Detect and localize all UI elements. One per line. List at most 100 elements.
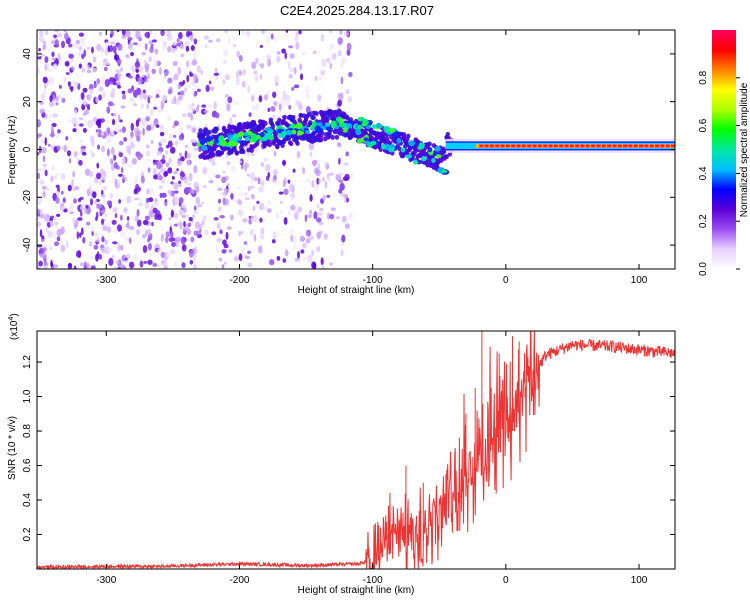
spectrogram-cell	[345, 89, 350, 95]
spectrogram-cell	[381, 143, 387, 150]
spectrogram-cell	[41, 235, 45, 240]
spectrogram-cell	[37, 266, 41, 269]
spectrogram-cell	[224, 94, 230, 98]
spectrogram-cell	[117, 179, 121, 186]
spectrogram-cell	[164, 69, 170, 76]
spectrogram-cell	[173, 182, 179, 190]
spectrogram-cell	[149, 211, 154, 218]
spectrogram-cell	[176, 221, 183, 227]
spectrogram-x-tick-label: 100	[631, 275, 648, 286]
spectrogram-cell	[258, 63, 262, 67]
spectrogram-cell	[202, 166, 208, 175]
spectrogram-cell	[127, 147, 131, 156]
spectrogram-cell	[54, 241, 60, 247]
spectrogram-cell	[226, 226, 232, 230]
spectrogram-cell	[186, 186, 192, 193]
spectrogram-cell	[221, 249, 227, 254]
spectrogram-cell	[176, 160, 183, 166]
snr-multiplier-base: (x10	[9, 320, 20, 340]
spectrogram-cell	[139, 197, 143, 205]
spectrogram-cell	[294, 66, 297, 75]
spectrogram-cell	[137, 153, 142, 161]
spectrogram-cell	[192, 139, 198, 143]
spectrogram-cell	[232, 44, 237, 47]
spectrogram-cell	[68, 43, 73, 48]
spectrogram-cell	[247, 186, 251, 192]
spectrogram-cell	[320, 257, 324, 266]
spectrogram-cell	[135, 119, 140, 128]
spectrogram-cell	[193, 75, 199, 84]
spectrogram-cell	[291, 86, 295, 91]
colorbar-tick-label: 0.2	[698, 214, 709, 228]
spectrogram-cell	[80, 92, 85, 100]
spectrogram-cell	[218, 257, 223, 262]
spectrogram-cell	[94, 199, 98, 205]
spectrogram-cell	[133, 188, 138, 194]
spectrogram-cell	[142, 234, 146, 239]
spectrogram-cell	[130, 122, 134, 132]
spectrogram-x-tick-label: -300	[96, 275, 116, 286]
spectrogram-cell	[405, 154, 413, 159]
spectrogram-cell	[165, 236, 169, 244]
spectrogram-cell	[172, 124, 176, 129]
spectrogram-cell	[186, 74, 190, 83]
spectrogram-cell	[153, 167, 157, 176]
spectrogram-cell	[281, 160, 287, 166]
spectrogram-x-label: Height of straight line (km)	[298, 285, 415, 296]
spectrogram-cell	[122, 94, 127, 100]
snr-y-tick-label: 0.4	[22, 493, 33, 507]
spectrogram-cell	[75, 39, 81, 45]
spectrogram-cell	[114, 127, 120, 133]
spectrogram-cell	[82, 87, 88, 93]
tone-core	[500, 144, 505, 148]
spectrogram-cell	[245, 30, 251, 37]
spectrogram-cell	[153, 174, 159, 180]
spectrogram-cell	[289, 67, 295, 73]
spectrogram-cell	[282, 258, 287, 263]
spectrogram-cell	[101, 232, 104, 237]
spectrogram-cell	[230, 214, 234, 221]
spectrogram-cell	[135, 174, 138, 182]
spectrogram-cell	[113, 111, 117, 119]
spectrogram-cell	[193, 38, 198, 45]
spectrogram-cell	[110, 146, 115, 155]
spectrogram-cell	[289, 228, 293, 234]
spectrogram-cell	[91, 227, 95, 232]
spectrogram-cell	[140, 103, 144, 109]
spectrogram-cell	[222, 197, 226, 206]
spectrogram-cell	[324, 122, 331, 127]
spectrogram-cell	[343, 162, 349, 166]
spectrogram-cell	[95, 216, 98, 222]
spectrogram-cell	[221, 264, 225, 269]
spectrogram-cell	[54, 175, 58, 179]
spectrogram-cell	[271, 239, 276, 244]
spectrogram-cell	[41, 147, 47, 154]
spectrogram-cell	[178, 183, 182, 188]
tone-core	[665, 144, 670, 148]
spectrogram-cell	[257, 177, 261, 185]
spectrogram-cell	[219, 214, 225, 219]
spectrogram-cell	[106, 135, 112, 144]
spectrogram-cell	[57, 32, 63, 38]
spectrogram-cell	[260, 161, 265, 167]
spectrogram-cell	[98, 253, 103, 260]
spectrogram-cell	[138, 65, 144, 73]
spectrogram-cell	[65, 136, 69, 141]
spectrogram-cell	[283, 188, 289, 196]
colorbar: 0.0 0.2 0.4 0.6 0.8 Normalized spectral ampl…	[698, 30, 750, 276]
spectrogram-cell	[427, 146, 433, 153]
spectrogram-cell	[252, 205, 256, 212]
spectrogram-cell	[300, 73, 304, 81]
spectrogram-cell	[89, 88, 94, 95]
spectrogram-cell	[181, 203, 187, 209]
spectrogram-cell	[170, 209, 174, 218]
spectrogram-cell	[323, 162, 328, 166]
spectrogram-cell	[173, 212, 179, 219]
snr-series-line	[37, 331, 675, 569]
spectrogram-cell	[191, 125, 197, 134]
spectrogram-cell	[112, 45, 117, 54]
spectrogram-cell	[273, 174, 277, 181]
spectrogram-cell	[337, 99, 343, 107]
snr-y-tick-label: 1.2	[22, 355, 33, 369]
